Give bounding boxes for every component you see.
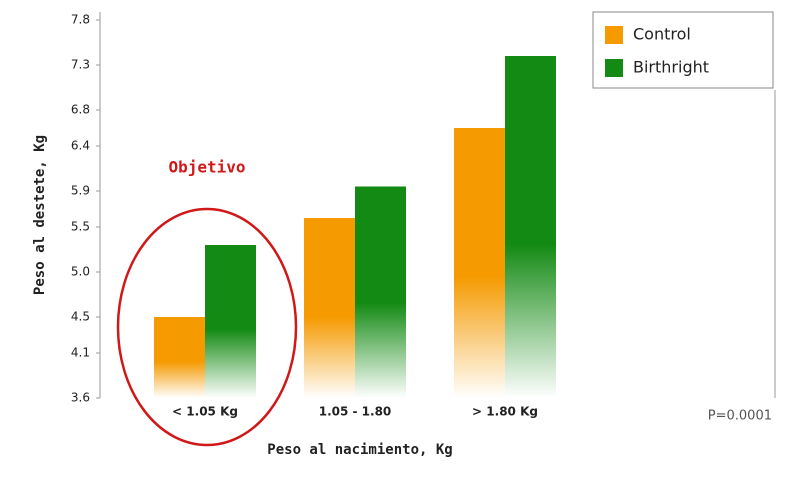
bar bbox=[505, 56, 556, 398]
y-axis-label: Peso al destete, Kg bbox=[32, 135, 48, 295]
annotation: Objetivo bbox=[168, 158, 245, 177]
y-tick-label: 3.6 bbox=[71, 391, 90, 405]
y-tick-label: 6.8 bbox=[71, 103, 90, 117]
x-axis-label: Peso al nacimiento, Kg bbox=[267, 442, 452, 458]
legend-label: Control bbox=[633, 25, 691, 44]
x-tick-label: 1.05 - 1.80 bbox=[319, 405, 392, 419]
x-tick-label: < 1.05 Kg bbox=[172, 405, 238, 419]
highlight-ellipse bbox=[116, 207, 298, 447]
y-tick-label: 5.9 bbox=[71, 184, 90, 198]
y-tick-label: 4.5 bbox=[71, 310, 90, 324]
legend-swatch bbox=[605, 59, 623, 77]
y-tick-label: 4.1 bbox=[71, 346, 90, 360]
legend-label: Birthright bbox=[633, 58, 709, 77]
x-tick-label: > 1.80 Kg bbox=[472, 405, 538, 419]
y-tick-label: 7.8 bbox=[71, 13, 90, 27]
y-tick-label: 7.3 bbox=[71, 58, 90, 72]
bar bbox=[154, 317, 205, 398]
legend-swatch bbox=[605, 26, 623, 44]
bar bbox=[304, 218, 355, 398]
bar bbox=[454, 128, 505, 398]
y-tick-label: 5.5 bbox=[71, 220, 90, 234]
y-tick-label: 5.0 bbox=[71, 265, 90, 279]
y-tick-label: 6.4 bbox=[71, 139, 90, 153]
bar bbox=[355, 186, 406, 398]
bar bbox=[205, 245, 256, 398]
p-value: P=0.0001 bbox=[708, 409, 772, 424]
